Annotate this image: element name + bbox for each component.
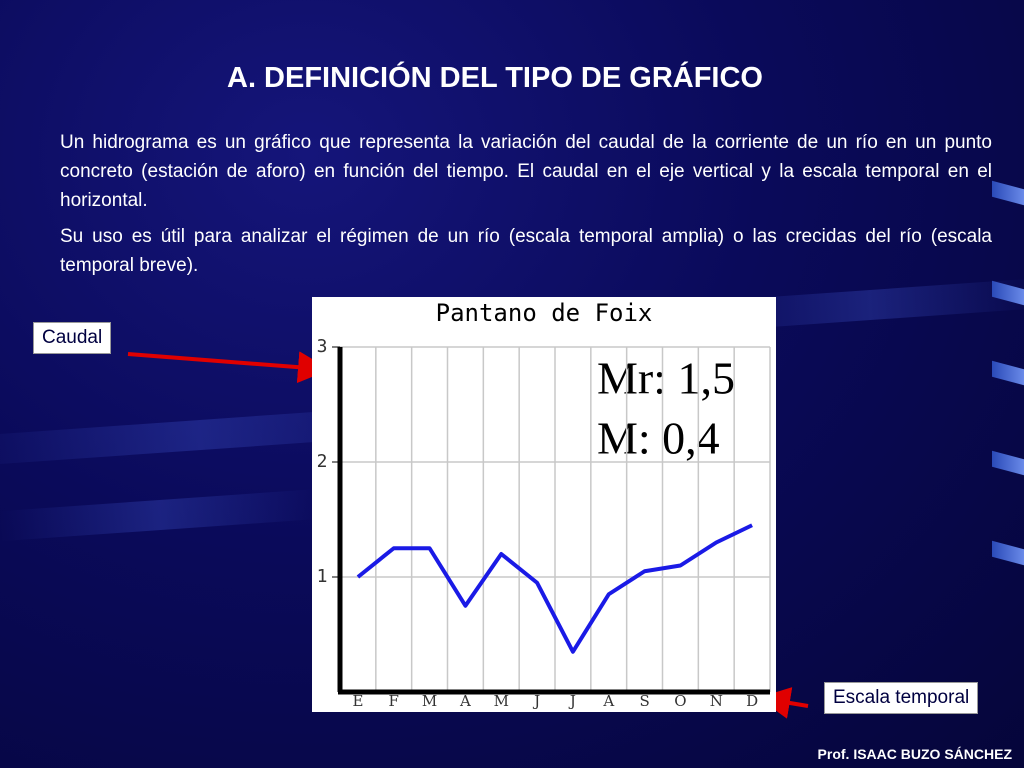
footer: Prof. ISAAC BUZO SÁNCHEZ — [817, 746, 1012, 762]
annotation: M: 0,4 — [597, 413, 720, 464]
line-series — [356, 523, 753, 654]
x-axis-callout: Escala temporal — [824, 682, 979, 714]
chart-title: Pantano de Foix — [436, 299, 653, 327]
y-tick-label: 2 — [317, 451, 328, 472]
x-tick-label: A — [459, 692, 471, 710]
x-tick-label: D — [746, 692, 758, 710]
decoration — [992, 540, 1024, 566]
decoration — [992, 450, 1024, 476]
decoration — [992, 180, 1024, 206]
paragraph: Su uso es útil para analizar el régimen … — [60, 226, 992, 276]
arrow — [127, 351, 330, 384]
chart: Pantano de Foix Mr: 1,5 M: 0,4 1 2 3 E F M A M J… — [312, 297, 776, 712]
x-tick-label: N — [710, 692, 723, 710]
slide-title: A. DEFINICIÓN DEL TIPO DE GRÁFICO — [227, 62, 763, 94]
x-tick-label: J — [532, 692, 540, 710]
x-tick-label: J — [568, 692, 576, 710]
annotation: Mr: 1,5 — [597, 353, 735, 404]
y-tick-label: 3 — [317, 336, 328, 357]
x-tick-label: E — [352, 692, 363, 710]
x-tick-label: S — [639, 692, 649, 710]
paragraph: Un hidrograma es un gráfico que represen… — [60, 132, 992, 211]
y-axis-callout: Caudal — [33, 322, 112, 354]
x-tick-label: F — [389, 692, 399, 710]
x-tick-label: M — [422, 692, 437, 710]
decoration — [992, 360, 1024, 386]
x-tick-label: O — [674, 692, 686, 710]
y-tick-label: 1 — [317, 566, 328, 587]
decoration — [0, 488, 321, 542]
x-tick-label: M — [494, 692, 509, 710]
x-tick-label: A — [602, 692, 614, 710]
